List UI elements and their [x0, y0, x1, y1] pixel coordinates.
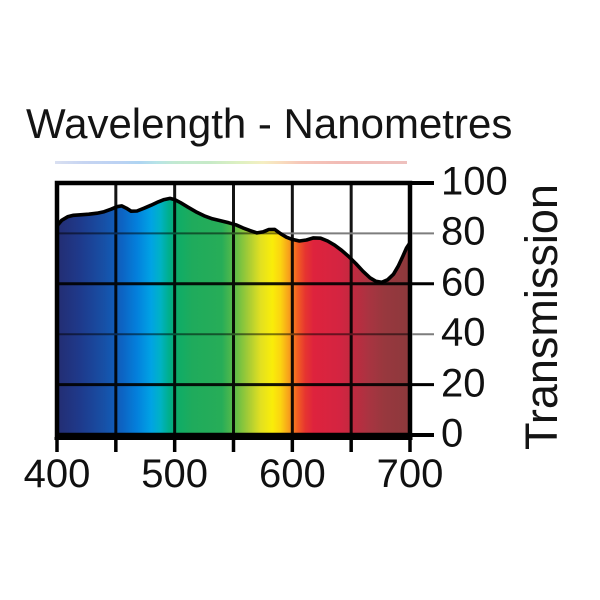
spectrum-strip-decoration: [55, 161, 407, 164]
y-tick-label: 80: [441, 209, 486, 254]
y-tick-label: 100: [441, 159, 508, 204]
y-tick-label: 20: [441, 361, 486, 406]
x-tick-label: 600: [258, 452, 326, 496]
x-tick-label: 400: [23, 452, 91, 496]
x-tick-label: 500: [141, 452, 209, 496]
y-tick-label: 60: [441, 260, 486, 305]
x-tick-label: 700: [376, 452, 444, 496]
gridlines: [57, 183, 410, 435]
plot-border: [54, 180, 413, 438]
axis-ticks: [55, 181, 434, 452]
y-tick-label: 0: [441, 411, 464, 456]
chart-title: Wavelength - Nanometres: [26, 100, 513, 147]
y-tick-label: 40: [441, 310, 486, 355]
y-axis-title: Transmission: [516, 184, 567, 450]
transmission-curve: [55, 196, 412, 285]
